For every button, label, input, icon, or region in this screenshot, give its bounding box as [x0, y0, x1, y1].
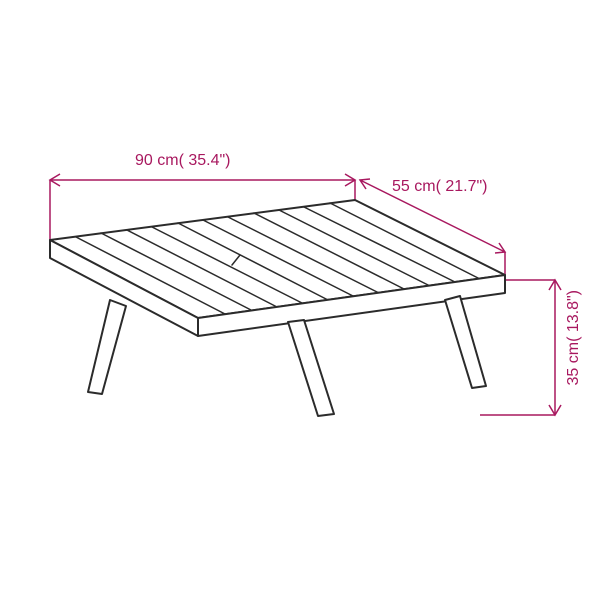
height-label: 35 cm( 13.8") — [565, 290, 583, 386]
depth-label: 55 cm( 21.7") — [392, 178, 488, 196]
dimension-diagram: 90 cm( 35.4") 55 cm( 21.7") 35 cm( 13.8"… — [0, 0, 600, 600]
table-drawing — [0, 0, 600, 600]
width-label: 90 cm( 35.4") — [135, 152, 231, 170]
